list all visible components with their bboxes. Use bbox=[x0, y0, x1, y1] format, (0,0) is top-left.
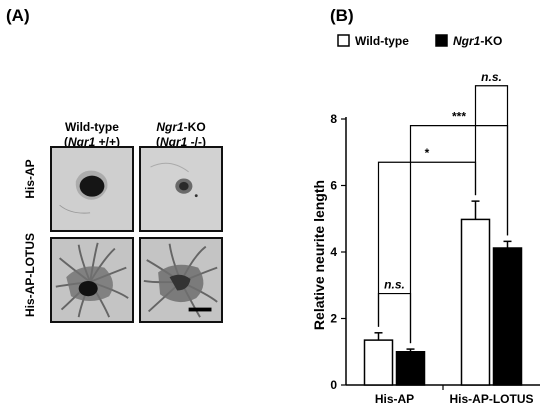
bar bbox=[492, 247, 523, 386]
micrograph-ngr1-ko-his-ap bbox=[139, 146, 223, 232]
paren-open: ( bbox=[156, 135, 160, 149]
column-header-ngr1-ko: Ngr1-KO (Ngr1 -/-) bbox=[136, 120, 226, 150]
bar bbox=[460, 218, 491, 386]
gene-name: Ngr1 bbox=[67, 135, 96, 149]
genotype-suffix: +/+) bbox=[95, 135, 121, 149]
legend-swatch bbox=[435, 34, 448, 47]
gene-name: Ngr1 bbox=[160, 135, 188, 149]
legend-swatch bbox=[337, 34, 350, 47]
significance-label: n.s. bbox=[384, 278, 405, 292]
bar bbox=[395, 351, 426, 386]
scale-bar bbox=[188, 307, 212, 312]
significance-label: * bbox=[425, 146, 430, 160]
significance-label: n.s. bbox=[481, 70, 502, 84]
y-tick-label: 4 bbox=[330, 245, 337, 259]
y-axis-label: Relative neurite length bbox=[311, 180, 327, 330]
column-header-wt-line1: Wild-type bbox=[65, 120, 119, 134]
significance-bracket bbox=[409, 125, 509, 344]
chart-legend: Wild-type Ngr1-KO bbox=[337, 34, 502, 48]
y-tick-label: 0 bbox=[330, 378, 337, 392]
micrograph-wild-type-his-ap-lotus bbox=[50, 237, 134, 323]
micrograph-ngr1-ko-his-ap-lotus bbox=[139, 237, 223, 323]
x-tick-label: His-AP bbox=[375, 392, 414, 406]
chart-bars bbox=[363, 200, 523, 386]
legend-label: Wild-type bbox=[355, 34, 409, 48]
genotype-suffix: -/-) bbox=[187, 135, 206, 149]
panel-a-label: (A) bbox=[6, 6, 30, 25]
significance-bracket bbox=[377, 161, 477, 327]
legend-suffix: -KO bbox=[480, 34, 502, 48]
legend-label: Ngr1-KO bbox=[453, 34, 502, 48]
significance-label: *** bbox=[452, 110, 466, 124]
panel-b-label: (B) bbox=[330, 6, 354, 25]
significance-annotations: n.s.n.s.**** bbox=[377, 70, 509, 344]
gene-name: Ngr1 bbox=[156, 120, 184, 134]
micrograph-wild-type-his-ap bbox=[50, 146, 134, 232]
y-tick-label: 8 bbox=[330, 112, 337, 126]
paren-open: ( bbox=[63, 135, 68, 149]
significance-bracket bbox=[474, 85, 509, 236]
significance-bracket bbox=[377, 292, 412, 344]
legend-gene: Ngr1 bbox=[453, 34, 481, 48]
y-tick-label: 6 bbox=[330, 179, 337, 193]
ko-suffix: -KO bbox=[183, 120, 206, 134]
x-tick-label: His-AP-LOTUS bbox=[450, 392, 534, 406]
column-header-wild-type: Wild-type (Ngr1 +/+) bbox=[47, 120, 137, 150]
bar bbox=[363, 339, 394, 386]
y-tick-label: 2 bbox=[330, 312, 337, 326]
